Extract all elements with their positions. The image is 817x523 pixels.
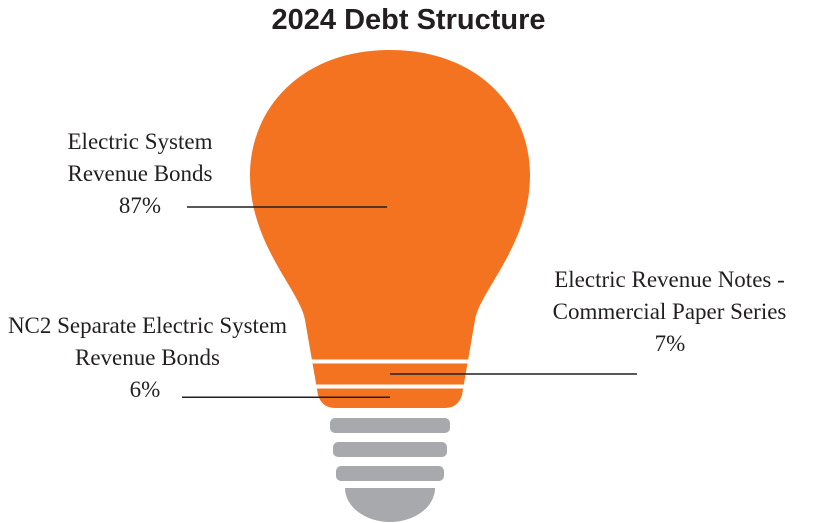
value-label: 7%	[654, 331, 686, 356]
base-ring	[330, 418, 450, 433]
segment-label: Electric Revenue Notes - Commercial Pape…	[552, 267, 787, 324]
base-ring	[333, 442, 447, 457]
bulb-base	[330, 418, 450, 522]
value-label: 6%	[129, 377, 161, 402]
value-label: 87%	[118, 193, 162, 218]
segment-divider	[250, 359, 530, 364]
segment-divider	[250, 384, 530, 389]
segment-label: NC2 Separate Electric System Revenue Bon…	[7, 313, 288, 370]
chart-title: 2024 Debt Structure	[271, 4, 546, 36]
segment-label: Electric System Revenue Bonds	[67, 129, 213, 186]
base-tip	[345, 488, 435, 522]
base-ring	[336, 466, 444, 481]
